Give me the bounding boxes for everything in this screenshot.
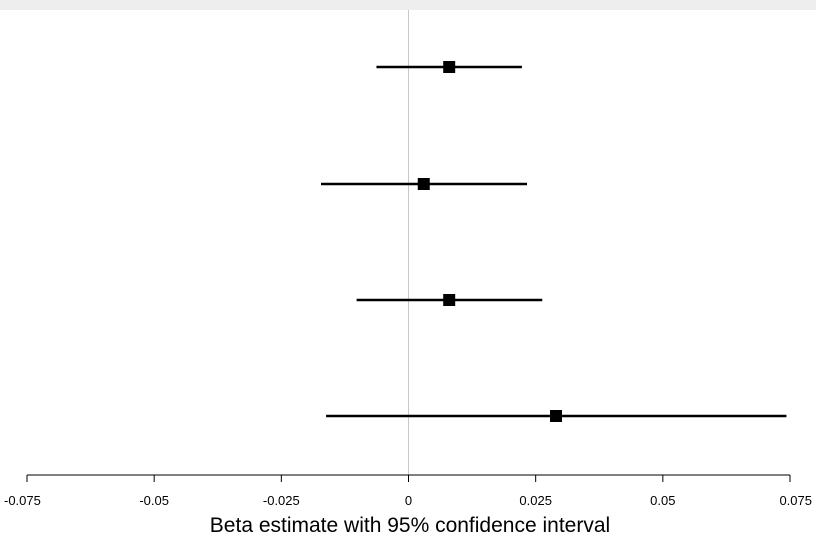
top-band [0,0,816,10]
x-tick-label: 0.025 [519,493,552,508]
x-tick-label: 0 [405,493,412,508]
x-axis-title: Beta estimate with 95% confidence interv… [210,514,610,537]
x-tick-label: -0.025 [263,493,300,508]
x-axis: -0.075 -0.05 -0.025 0 0.025 0.05 0.075 [4,474,812,508]
x-tick-label: 0.075 [779,493,812,508]
estimate-marker-4 [550,410,563,422]
x-tick-label: -0.05 [139,493,169,508]
estimate-marker-2 [417,178,430,190]
x-tick-label: -0.075 [4,493,41,508]
x-tick-label: 0.05 [650,493,675,508]
estimate-marks [321,10,787,475]
estimate-marker-3 [443,294,456,306]
estimate-marker-1 [443,61,456,73]
